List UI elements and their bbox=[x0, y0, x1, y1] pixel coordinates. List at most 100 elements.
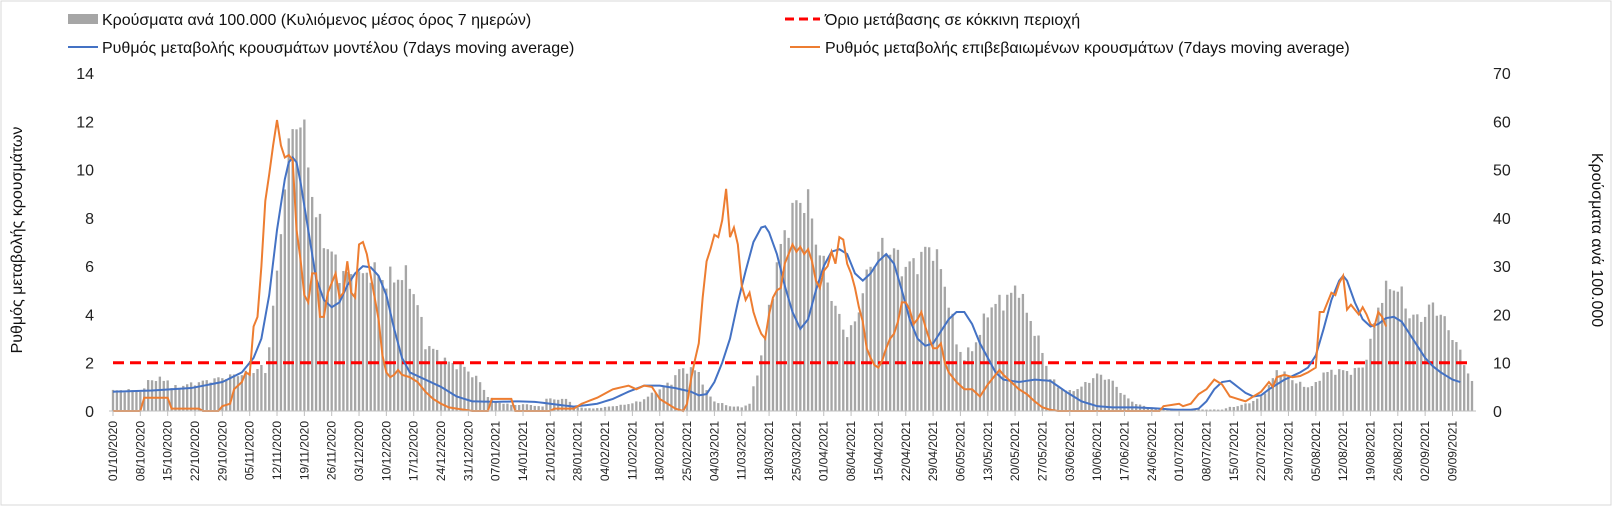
bar bbox=[873, 266, 876, 411]
x-tick-label: 24/06/2021 bbox=[1145, 421, 1159, 481]
x-tick-label: 31/12/2020 bbox=[461, 421, 475, 481]
bar bbox=[959, 351, 962, 411]
bar bbox=[256, 369, 259, 411]
bar bbox=[311, 196, 314, 411]
bar bbox=[803, 212, 806, 411]
bar bbox=[1322, 372, 1325, 411]
bar bbox=[955, 344, 958, 411]
bar bbox=[892, 248, 896, 411]
bar bbox=[1466, 373, 1470, 411]
bar bbox=[752, 386, 755, 411]
bar bbox=[1099, 374, 1103, 411]
bar bbox=[1107, 379, 1110, 411]
bar bbox=[685, 373, 689, 411]
bar bbox=[705, 390, 708, 411]
bar bbox=[795, 200, 798, 411]
bar bbox=[1470, 380, 1474, 411]
x-tick-label: 22/07/2021 bbox=[1254, 421, 1268, 481]
x-tick-label: 04/02/2021 bbox=[598, 421, 612, 481]
bar bbox=[861, 293, 864, 411]
bar bbox=[1119, 392, 1122, 411]
y-right-tick-label: 60 bbox=[1493, 114, 1511, 131]
bar bbox=[1092, 378, 1095, 411]
bar bbox=[767, 304, 771, 411]
bar bbox=[307, 167, 310, 411]
bar bbox=[760, 355, 763, 411]
bar bbox=[842, 329, 845, 411]
x-axis-ticks: 01/10/2020 08/10/2020 15/10/2020 22/10/2020… bbox=[106, 411, 1459, 481]
model-series-line bbox=[112, 155, 1461, 411]
bar bbox=[1209, 409, 1212, 411]
legend-confirmed-label: Ρυθμός μεταβολής επιβεβαιωμένων κρουσμάτ… bbox=[825, 40, 1350, 57]
bar bbox=[166, 380, 169, 411]
bar bbox=[646, 396, 650, 411]
bar bbox=[1341, 370, 1345, 411]
bar bbox=[1123, 394, 1126, 411]
x-tick-label: 29/10/2020 bbox=[215, 421, 229, 481]
bar bbox=[1025, 312, 1028, 411]
bar bbox=[1240, 404, 1243, 411]
bar bbox=[799, 202, 802, 411]
y-right-tick-label: 40 bbox=[1493, 211, 1511, 228]
bar bbox=[521, 404, 525, 411]
bar bbox=[131, 390, 134, 411]
x-tick-label: 12/11/2020 bbox=[270, 421, 284, 480]
x-tick-label: 17/12/2020 bbox=[407, 421, 421, 481]
bar bbox=[252, 373, 255, 411]
bar bbox=[404, 265, 408, 411]
bar bbox=[1021, 293, 1025, 411]
bar bbox=[853, 321, 857, 411]
bar bbox=[201, 380, 204, 411]
bar bbox=[428, 346, 431, 411]
bar bbox=[1041, 352, 1044, 411]
x-tick-label: 08/10/2020 bbox=[133, 421, 147, 481]
x-tick-label: 08/07/2021 bbox=[1199, 421, 1213, 481]
x-tick-label: 27/05/2021 bbox=[1035, 421, 1049, 481]
x-tick-label: 21/01/2021 bbox=[543, 421, 557, 481]
bar bbox=[900, 276, 904, 411]
bar bbox=[693, 370, 697, 411]
bar bbox=[1381, 302, 1384, 411]
bar bbox=[1299, 381, 1302, 411]
bar bbox=[314, 217, 318, 411]
bar bbox=[1302, 386, 1306, 411]
y-left-tick-label: 10 bbox=[76, 163, 94, 180]
bar bbox=[209, 382, 212, 411]
bar bbox=[674, 375, 677, 411]
bar bbox=[666, 382, 669, 411]
bar bbox=[1455, 342, 1458, 411]
bar bbox=[639, 401, 642, 411]
bar bbox=[475, 375, 478, 411]
bar bbox=[174, 385, 177, 411]
bar bbox=[1049, 379, 1052, 411]
x-tick-label: 01/07/2021 bbox=[1172, 421, 1186, 481]
bar bbox=[1400, 286, 1403, 411]
x-tick-label: 22/04/2021 bbox=[899, 421, 913, 481]
bar bbox=[287, 138, 290, 412]
bar bbox=[115, 390, 119, 411]
bar bbox=[974, 342, 978, 411]
bar bbox=[935, 249, 939, 411]
bar bbox=[912, 258, 915, 411]
bar bbox=[1283, 371, 1286, 411]
bar bbox=[1228, 406, 1232, 411]
bar bbox=[1244, 403, 1247, 411]
bar bbox=[416, 305, 419, 411]
bar bbox=[271, 305, 275, 411]
bar bbox=[342, 271, 345, 411]
bar bbox=[1295, 383, 1298, 411]
x-tick-label: 29/07/2021 bbox=[1281, 421, 1295, 481]
bar bbox=[1224, 408, 1228, 411]
x-tick-label: 22/10/2020 bbox=[188, 421, 202, 481]
bar bbox=[978, 334, 982, 411]
bar bbox=[408, 288, 411, 411]
bar bbox=[338, 283, 341, 411]
bar bbox=[994, 303, 997, 411]
bar bbox=[588, 408, 591, 411]
bar bbox=[771, 298, 775, 411]
y-left-tick-label: 14 bbox=[76, 66, 94, 83]
bar bbox=[139, 391, 142, 411]
bar bbox=[482, 389, 486, 411]
y-right-tick-label: 10 bbox=[1493, 356, 1511, 373]
